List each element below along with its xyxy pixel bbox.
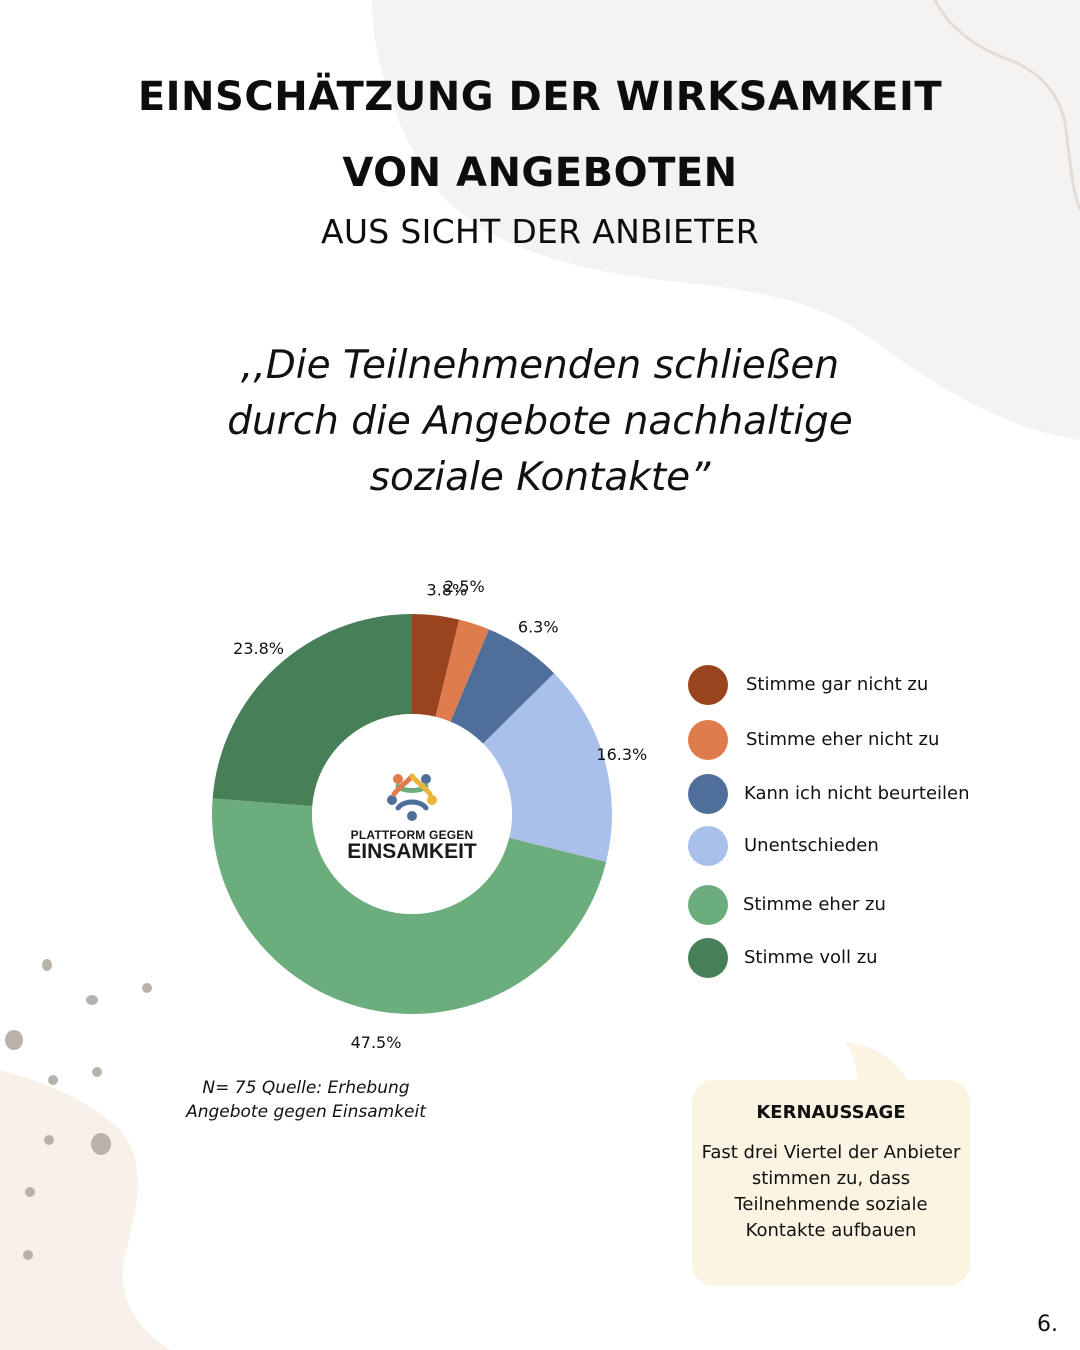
legend-label: Stimme eher zu xyxy=(743,894,886,915)
legend-item-unentschieden: Unentschieden xyxy=(688,826,1068,866)
key-message-line-3: Teilnehmende soziale xyxy=(734,1194,928,1215)
quote-line-3: soziale Kontakte” xyxy=(369,455,711,500)
donut-slice-kann-ich-nicht-beurteilen xyxy=(450,629,555,744)
key-message-text: Fast drei Viertel der Anbieter stimmen z… xyxy=(692,1140,970,1244)
legend-swatch xyxy=(688,938,728,978)
donut-slice-stimme-gar-nicht-zu xyxy=(412,614,460,717)
quote: ,,Die Teilnehmenden schließen durch die … xyxy=(150,338,930,506)
source-line-1: N= 75 Quelle: Erhebung xyxy=(202,1078,410,1098)
key-message-title: KERNAUSSAGE xyxy=(756,1102,906,1123)
legend-swatch xyxy=(688,774,728,814)
source-note: N= 75 Quelle: Erhebung Angebote gegen Ei… xyxy=(176,1076,436,1124)
data-label-stimme-eher-zu: 47.5% xyxy=(351,1033,402,1052)
quote-line-2: durch die Angebote nachhaltige xyxy=(227,399,853,444)
donut-slice-stimme-voll-zu xyxy=(212,614,412,807)
key-message-line-2: stimmen zu, dass xyxy=(751,1168,911,1189)
key-message-box: KERNAUSSAGE Fast drei Viertel der Anbiet… xyxy=(692,1080,970,1286)
legend-item-stimme-eher-zu: Stimme eher zu xyxy=(688,885,1068,925)
legend-item-stimme-eher-nicht-zu: Stimme eher nicht zu xyxy=(688,720,1068,760)
page-title-line-1: EINSCHÄTZUNG DER WIRKSAMKEIT xyxy=(137,74,943,120)
data-label-stimme-voll-zu: 23.8% xyxy=(233,639,284,658)
legend-item-stimme-gar-nicht-zu: Stimme gar nicht zu xyxy=(688,665,1068,705)
legend-swatch xyxy=(688,885,728,925)
data-label-unentschieden: 16.3% xyxy=(596,745,647,764)
decorative-dots xyxy=(5,959,152,1260)
data-label-stimme-gar-nicht-zu: 3.8% xyxy=(427,581,468,600)
quote-line-1: ,,Die Teilnehmenden schließen xyxy=(240,343,840,388)
background-line-top-right xyxy=(933,0,1080,211)
data-label-kann-ich-nicht-beurteilen: 6.3% xyxy=(518,618,559,637)
legend-label: Stimme voll zu xyxy=(744,947,878,968)
legend-swatch xyxy=(688,826,728,866)
legend-label: Stimme eher nicht zu xyxy=(746,729,940,750)
legend-item-kann-ich-nicht-beurteilen: Kann ich nicht beurteilen xyxy=(688,774,1068,814)
legend-label: Unentschieden xyxy=(744,835,879,856)
donut-slice-unentschieden xyxy=(483,673,612,862)
donut-slice-stimme-eher-nicht-zu xyxy=(435,619,489,722)
source-line-2: Angebote gegen Einsamkeit xyxy=(186,1102,426,1122)
legend-label: Kann ich nicht beurteilen xyxy=(744,783,970,804)
logo-text-line-2: EINSAMKEIT xyxy=(347,840,477,863)
background-blob-bottom-left xyxy=(0,1070,170,1350)
legend-swatch xyxy=(688,720,728,760)
background-blob-top-right xyxy=(372,0,1080,440)
logo-icon xyxy=(387,773,437,821)
page-number: 6. xyxy=(1037,1312,1058,1337)
page-subtitle: AUS SICHT DER ANBIETER xyxy=(320,212,760,251)
key-message-line-4: Kontakte aufbauen xyxy=(745,1220,917,1241)
key-message-line-1: Fast drei Viertel der Anbieter xyxy=(701,1142,961,1163)
center-logo: PLATTFORM GEGEN EINSAMKEIT xyxy=(312,716,512,916)
legend-item-stimme-voll-zu: Stimme voll zu xyxy=(688,938,1068,978)
legend-swatch xyxy=(688,665,728,705)
legend-label: Stimme gar nicht zu xyxy=(746,674,929,695)
page-title-line-2: VON ANGEBOTEN xyxy=(342,150,738,196)
donut-slice-stimme-eher-zu xyxy=(212,798,607,1015)
data-label-stimme-eher-nicht-zu: 2.5% xyxy=(444,577,485,596)
logo-text-line-1: PLATTFORM GEGEN xyxy=(350,828,474,842)
